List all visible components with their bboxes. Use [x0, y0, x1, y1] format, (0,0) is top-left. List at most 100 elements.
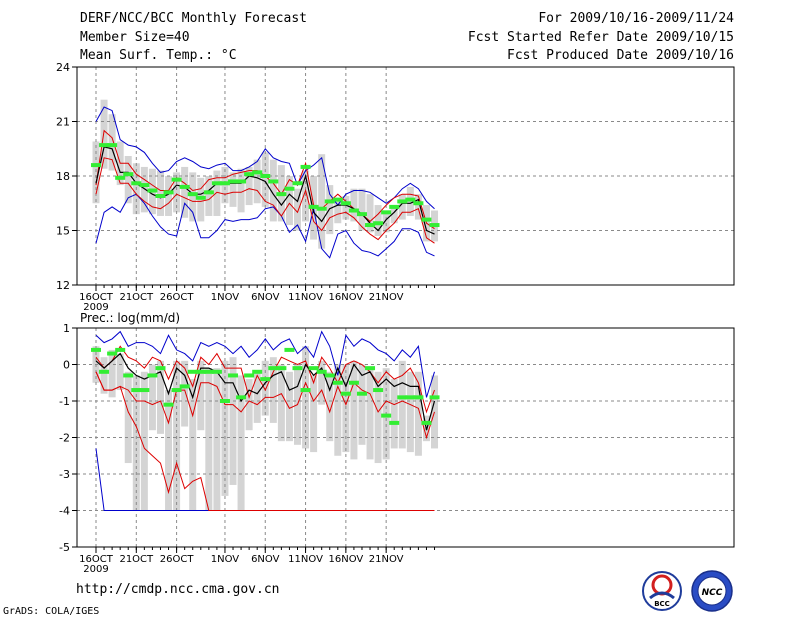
marker-day-25 — [292, 181, 303, 186]
y-tick-label-2: -3 — [59, 468, 70, 481]
marker-day-39 — [405, 197, 416, 202]
marker-day-39 — [405, 395, 416, 400]
marker-day-5 — [131, 181, 142, 186]
chart-title: DERF/NCC/BCC Monthly Forecast — [80, 11, 307, 26]
marker-day-3 — [115, 175, 126, 180]
x-tick-label-7: 21NOV — [369, 292, 404, 303]
marker-day-33 — [356, 212, 367, 217]
marker-day-40 — [413, 395, 424, 400]
y-tick-label-3: 21 — [56, 116, 70, 129]
marker-day-16 — [219, 181, 230, 186]
marker-day-14 — [203, 369, 214, 374]
box-day-17 — [229, 357, 237, 485]
box-day-19 — [245, 166, 253, 206]
marker-day-18 — [236, 179, 247, 184]
box-day-2 — [108, 114, 116, 171]
box-day-11 — [181, 360, 189, 427]
marker-day-40 — [413, 201, 424, 206]
box-day-9 — [165, 390, 173, 511]
marker-day-16 — [219, 399, 230, 403]
marker-day-32 — [348, 380, 359, 385]
box-day-34 — [366, 194, 374, 233]
y-tick-label-2: 18 — [56, 170, 70, 183]
y-tick-label-4: -1 — [59, 395, 70, 408]
marker-day-0 — [91, 347, 101, 352]
box-day-6 — [140, 371, 148, 511]
box-day-7 — [148, 364, 156, 431]
marker-day-4 — [123, 373, 134, 378]
source-url[interactable]: http://cmdp.ncc.cma.gov.cn — [76, 582, 280, 597]
marker-day-35 — [373, 388, 384, 393]
marker-day-20 — [252, 170, 263, 175]
marker-day-21 — [260, 174, 271, 178]
box-day-10 — [173, 172, 181, 213]
marker-day-41 — [421, 420, 432, 425]
box-day-32 — [350, 360, 358, 460]
x-tick-label-3: 1NOV — [211, 292, 240, 303]
x-tick-label-1: 21OCT — [119, 554, 154, 565]
x-tick-label-5: 11NOV — [288, 292, 323, 303]
x-tick-label-1: 21OCT — [119, 292, 154, 303]
x-tick-label-4: 6NOV — [251, 292, 280, 303]
box-day-9 — [165, 176, 173, 216]
marker-day-2 — [107, 143, 118, 148]
marker-day-28 — [316, 369, 327, 374]
marker-day-36 — [381, 210, 392, 215]
ncc-logo: NCC — [691, 570, 733, 612]
box-day-33 — [358, 188, 366, 231]
box-day-18 — [237, 168, 245, 213]
marker-day-1 — [99, 143, 110, 148]
box-day-28 — [318, 154, 326, 249]
marker-day-29 — [324, 373, 335, 378]
series-upper-line — [95, 330, 435, 398]
box-day-39 — [406, 371, 414, 453]
marker-day-42 — [429, 223, 440, 228]
box-day-34 — [366, 368, 374, 460]
x-tick-label-4: 6NOV — [251, 554, 280, 565]
marker-day-17 — [228, 179, 239, 184]
marker-day-3 — [115, 347, 126, 352]
marker-day-23 — [276, 192, 287, 197]
grads-credit: GrADS: COLA/IGES — [3, 606, 100, 617]
box-day-14 — [205, 368, 213, 511]
box-day-15 — [213, 170, 221, 216]
marker-day-12 — [187, 369, 198, 374]
box-day-22 — [269, 357, 277, 423]
y-tick-label-5: 0 — [63, 359, 70, 372]
box-day-18 — [237, 375, 245, 511]
marker-day-6 — [139, 388, 150, 393]
marker-day-11 — [179, 384, 190, 389]
marker-day-23 — [276, 366, 287, 371]
marker-day-15 — [211, 181, 222, 186]
y-tick-label-6: 1 — [63, 322, 70, 335]
marker-day-27 — [308, 366, 319, 371]
marker-day-4 — [123, 172, 134, 177]
marker-day-7 — [147, 188, 158, 193]
box-day-15 — [213, 368, 221, 511]
box-day-24 — [285, 371, 293, 442]
variable-label: Mean Surf. Temp.: °C — [80, 48, 237, 63]
box-day-26 — [302, 346, 310, 449]
box-day-10 — [173, 360, 181, 511]
x-year-label: 2009 — [83, 302, 108, 313]
box-day-38 — [398, 360, 406, 449]
marker-day-8 — [155, 366, 166, 371]
marker-day-6 — [139, 183, 150, 188]
box-day-17 — [229, 172, 237, 207]
logos: BCC NCC — [642, 570, 733, 612]
box-day-19 — [245, 379, 253, 431]
box-day-30 — [334, 199, 342, 224]
x-year-label: 2009 — [83, 564, 108, 575]
box-day-35 — [374, 371, 382, 464]
box-day-38 — [398, 194, 406, 220]
box-day-33 — [358, 364, 366, 445]
marker-day-9 — [163, 190, 174, 195]
series-upper-line — [95, 106, 435, 210]
marker-day-8 — [155, 193, 166, 198]
box-day-1 — [100, 357, 108, 394]
marker-day-14 — [203, 190, 214, 195]
panel-precipitation: -5 -4 -3 -2 -1 0 1 16OCT 21OCT 26OCT 1NOV 6NOV 11NOV… — [59, 311, 735, 575]
marker-day-29 — [324, 199, 335, 204]
marker-day-5 — [131, 388, 142, 393]
marker-day-19 — [244, 172, 255, 177]
